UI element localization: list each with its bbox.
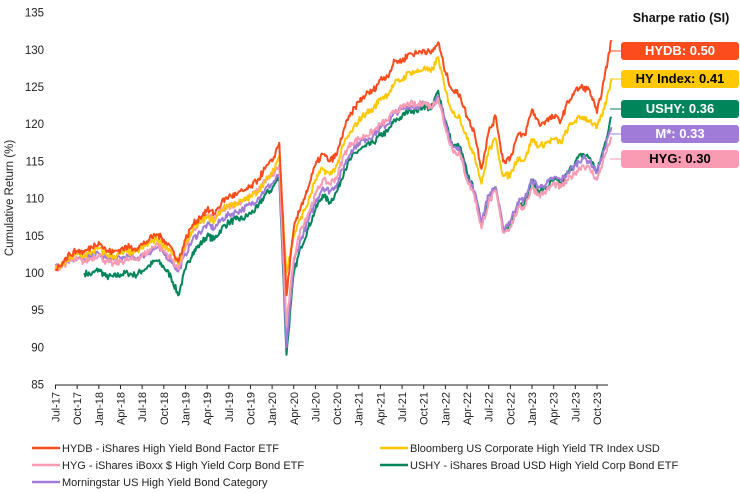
- y-axis-label: Cumulative Return (%): [4, 140, 16, 256]
- y-tick-label: 125: [25, 82, 44, 94]
- y-tick-label: 85: [31, 380, 44, 392]
- y-tick-label: 135: [25, 8, 44, 20]
- x-tick-label: Jan-20: [267, 392, 279, 426]
- x-tick-label: Apr-18: [115, 392, 127, 425]
- y-tick-label: 110: [26, 194, 44, 206]
- y-tick-label: 130: [25, 45, 44, 57]
- y-tick-label: 120: [25, 119, 44, 131]
- legend-label: HYDB - iShares High Yield Bond Factor ET…: [62, 443, 279, 455]
- x-tick-label: Oct-19: [245, 392, 257, 425]
- y-tick-label: 115: [26, 156, 44, 168]
- y-axis-ticks: 85 90 95 100 105 110 115 120 125 130 135: [25, 8, 44, 392]
- x-tick-label: Jan-22: [440, 392, 452, 426]
- x-axis-ticks: Jul-17 Oct-17 Jan-18 Apr-18 Jul-18 Oct-18 Jan-…: [51, 385, 604, 426]
- y-tick-label: 100: [25, 268, 44, 280]
- x-tick-label: Jul-23: [570, 392, 582, 422]
- x-tick-label: Jan-18: [94, 392, 106, 426]
- x-tick-label: Jan-21: [354, 392, 366, 426]
- series-line-0: [54, 39, 613, 297]
- x-tick-label: Jul-18: [137, 392, 149, 422]
- y-tick-label: 105: [25, 231, 44, 243]
- x-tick-label: Jan-19: [180, 392, 192, 426]
- x-tick-label: Oct-18: [159, 392, 171, 425]
- x-tick-label: Oct-17: [72, 392, 84, 425]
- sharpe-badge-hydb: HYDB: 0.50: [621, 42, 739, 60]
- series-line-2: [54, 97, 613, 327]
- sharpe-badge-hyg: HYG: 0.30: [621, 150, 739, 168]
- legend-label: Morningstar US High Yield Bond Category: [62, 477, 268, 489]
- series-line-4: [54, 94, 613, 349]
- legend-label: HYG - iShares iBoxx $ High Yield Corp Bo…: [62, 460, 304, 472]
- x-tick-label: Jul-17: [51, 392, 63, 422]
- x-tick-label: Jul-19: [224, 392, 236, 422]
- x-tick-label: Oct-23: [592, 392, 604, 425]
- x-tick-label: Jul-22: [484, 392, 496, 422]
- x-tick-label: Apr-23: [549, 392, 561, 425]
- sharpe-badge-ushy: USHY: 0.36: [621, 100, 739, 118]
- legend-label: USHY - iShares Broad USD High Yield Corp…: [410, 460, 678, 472]
- legend-label: Bloomberg US Corporate High Yield TR Ind…: [410, 443, 660, 455]
- sharpe-badge-mstar: M*: 0.33: [621, 125, 739, 143]
- series-line-1: [54, 56, 613, 274]
- x-tick-label: Oct-20: [332, 392, 344, 425]
- sharpe-badge-hy-index: HY Index: 0.41: [621, 70, 739, 88]
- legend: HYDB - iShares High Yield Bond Factor ET…: [32, 443, 678, 489]
- x-tick-label: Apr-22: [462, 392, 474, 425]
- x-tick-label: Jul-20: [310, 392, 322, 422]
- x-tick-label: Apr-20: [289, 392, 301, 425]
- x-tick-label: Oct-22: [505, 392, 517, 425]
- x-tick-label: Oct-21: [419, 392, 431, 425]
- sharpe-ratio-title: Sharpe ratio (SI): [632, 11, 730, 25]
- x-tick-label: Jan-23: [527, 392, 539, 426]
- x-tick-label: Jul-21: [397, 392, 409, 422]
- series-line-3: [83, 89, 613, 356]
- series-lines: [54, 39, 613, 356]
- y-tick-label: 90: [31, 342, 44, 354]
- y-tick-label: 95: [31, 305, 44, 317]
- x-tick-label: Apr-19: [202, 392, 214, 425]
- badge-leader-lines: [610, 50, 621, 160]
- x-tick-label: Apr-21: [375, 392, 387, 425]
